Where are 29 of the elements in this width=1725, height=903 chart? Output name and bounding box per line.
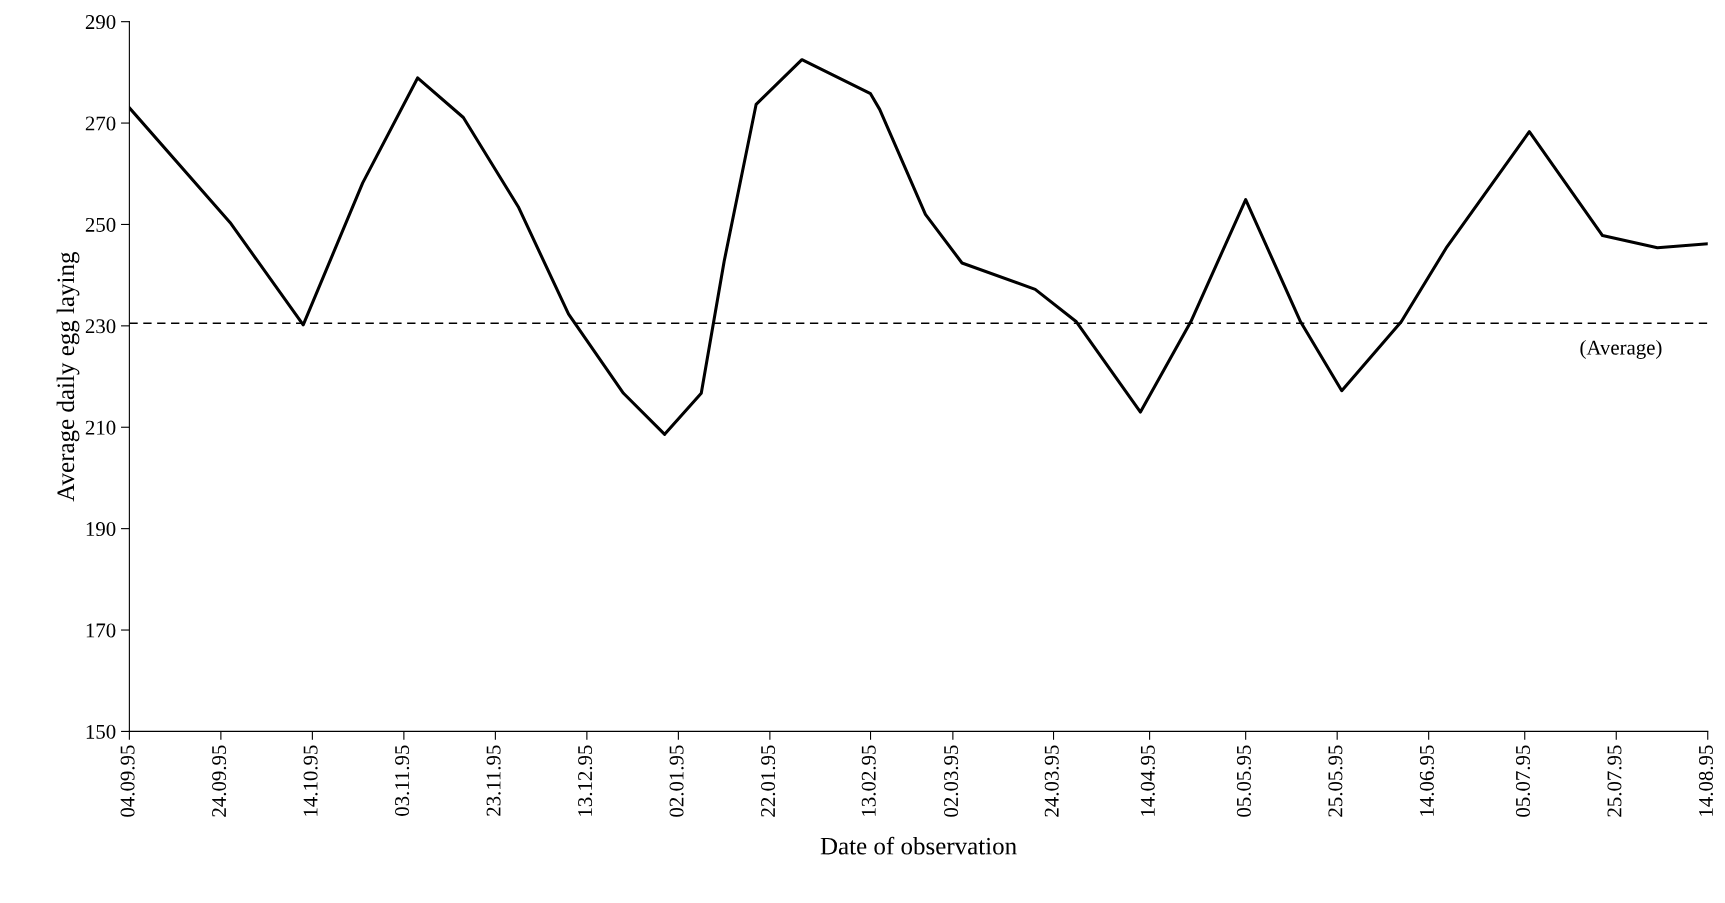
x-tick-label: 25.05.95 [1328, 745, 1343, 817]
y-tick-label: 230 [85, 319, 116, 334]
y-tick-label: 290 [85, 15, 116, 30]
y-tick-label: 170 [86, 623, 116, 638]
x-tick-label: 24.09.95 [212, 745, 227, 817]
x-tick-label: 02.03.95 [944, 745, 959, 817]
y-tick-label: 250 [85, 217, 116, 232]
x-tick-label: 14.10.95 [303, 745, 318, 816]
y-tick-label: 150 [86, 724, 116, 739]
x-tick-label: 04.09.95 [120, 745, 135, 817]
y-axis-title: Average daily egg laying [56, 251, 80, 502]
x-tick-label: 23.11.95 [486, 745, 501, 816]
x-tick-label: 13.02.95 [861, 745, 876, 816]
x-tick-label: 25.07.95 [1607, 745, 1622, 817]
x-tick-label: 14.06.95 [1419, 745, 1434, 816]
x-tick-label: 02.01.95 [669, 745, 684, 817]
x-tick-label: 14.08.95 [1698, 745, 1714, 816]
x-tick-label: 22.01.95 [761, 745, 776, 817]
x-tick-label: 05.07.95 [1515, 745, 1531, 817]
x-tick-label: 05.05.95 [1236, 745, 1251, 817]
x-tick-label: 14.04.95 [1140, 745, 1155, 816]
x-tick-label: 13.12.95 [578, 745, 593, 816]
ref-line-label: (Average) [1580, 339, 1662, 359]
y-tick-label: 190 [86, 522, 116, 537]
x-tick-label: 03.11.95 [395, 745, 410, 816]
y-tick-label: 270 [85, 116, 116, 131]
x-axis-title: Date of observation [820, 836, 1017, 855]
y-tick-label: 210 [85, 420, 116, 435]
x-tick-label: 24.03.95 [1044, 745, 1059, 817]
